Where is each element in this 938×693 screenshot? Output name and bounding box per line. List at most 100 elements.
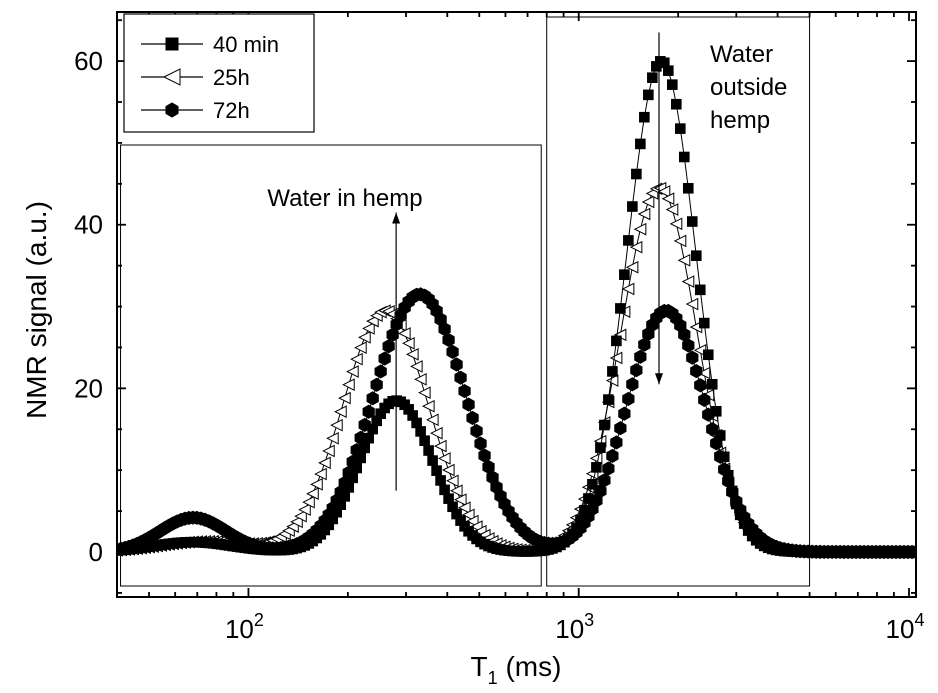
legend-item: 40 min bbox=[141, 32, 279, 57]
annotation-label: Water in hemp bbox=[267, 185, 422, 212]
data-point bbox=[318, 456, 331, 470]
data-point bbox=[602, 461, 615, 476]
data-point bbox=[702, 349, 714, 361]
data-point bbox=[366, 391, 379, 406]
data-point bbox=[322, 444, 335, 458]
data-point bbox=[631, 168, 642, 180]
data-point bbox=[598, 473, 611, 488]
data-point bbox=[442, 332, 455, 348]
data-point bbox=[618, 406, 631, 421]
y-tick-label: 60 bbox=[74, 46, 103, 76]
data-point bbox=[587, 478, 598, 490]
data-point bbox=[702, 407, 715, 422]
data-point bbox=[669, 217, 683, 231]
y-axis-title: NMR signal (a.u.) bbox=[21, 201, 52, 419]
data-point bbox=[454, 370, 467, 385]
data-point bbox=[706, 378, 718, 390]
data-point bbox=[623, 235, 634, 246]
data-point bbox=[470, 423, 483, 439]
data-point bbox=[306, 487, 319, 501]
region-box bbox=[120, 144, 542, 587]
data-point bbox=[441, 463, 455, 477]
annotation-layer: Water in hemp Water outside hemp bbox=[120, 16, 811, 587]
data-point bbox=[690, 250, 702, 261]
data-point bbox=[594, 483, 607, 499]
data-point bbox=[609, 351, 623, 365]
data-point bbox=[615, 303, 626, 314]
data-point bbox=[682, 338, 695, 353]
data-point bbox=[358, 331, 371, 344]
legend-label: 72h bbox=[213, 98, 250, 123]
data-point bbox=[595, 442, 606, 453]
data-point bbox=[433, 439, 447, 453]
data-point bbox=[466, 410, 479, 426]
data-point bbox=[414, 372, 427, 386]
data-point bbox=[410, 360, 423, 373]
x-tick-labels: 102 103 104 bbox=[225, 610, 925, 644]
data-point bbox=[334, 405, 347, 419]
data-point bbox=[421, 399, 435, 413]
data-point bbox=[638, 337, 651, 352]
data-point bbox=[625, 260, 639, 274]
data-point bbox=[427, 455, 438, 466]
data-point bbox=[350, 443, 363, 458]
data-point bbox=[633, 222, 647, 236]
data-point bbox=[635, 138, 646, 150]
data-point bbox=[406, 348, 419, 361]
arrow-head bbox=[392, 212, 401, 224]
data-point bbox=[714, 449, 727, 464]
y-tick-label: 40 bbox=[74, 210, 103, 240]
data-point bbox=[423, 445, 434, 456]
data-point bbox=[458, 383, 471, 399]
data-point bbox=[607, 366, 618, 377]
legend-marker bbox=[165, 102, 179, 118]
data-point bbox=[667, 79, 678, 90]
data-point bbox=[374, 364, 387, 379]
data-point bbox=[298, 503, 311, 516]
data-point bbox=[627, 201, 638, 212]
data-point bbox=[435, 475, 446, 486]
data-point bbox=[419, 435, 430, 447]
legend: 40 min 25h 72h bbox=[123, 13, 315, 133]
data-point bbox=[603, 394, 614, 405]
data-point bbox=[643, 89, 654, 101]
data-point bbox=[629, 240, 643, 254]
data-point bbox=[382, 339, 395, 354]
series-line bbox=[117, 60, 916, 553]
data-point bbox=[622, 391, 635, 406]
data-point bbox=[370, 377, 383, 392]
data-point bbox=[330, 418, 343, 432]
x-tick-label: 103 bbox=[555, 610, 594, 644]
data-point bbox=[681, 275, 695, 288]
legend-box bbox=[123, 13, 315, 133]
y-tick-label: 20 bbox=[74, 373, 103, 403]
data-point bbox=[678, 151, 690, 163]
data-point bbox=[665, 203, 679, 216]
data-point bbox=[362, 404, 375, 419]
data-point bbox=[611, 335, 622, 347]
data-point bbox=[326, 431, 339, 445]
data-point bbox=[606, 448, 619, 463]
x-tick-label: 104 bbox=[886, 610, 925, 644]
data-point bbox=[431, 465, 442, 476]
data-point bbox=[314, 467, 327, 481]
data-point bbox=[429, 426, 443, 440]
data-point bbox=[439, 484, 450, 496]
data-point bbox=[663, 65, 674, 76]
data-point bbox=[386, 327, 399, 342]
data-point bbox=[457, 501, 471, 515]
data-point bbox=[350, 352, 363, 366]
data-point bbox=[310, 478, 323, 491]
data-point bbox=[591, 462, 602, 473]
data-point bbox=[697, 366, 711, 380]
series-line bbox=[117, 187, 916, 553]
data-point bbox=[706, 422, 719, 437]
data-point bbox=[682, 182, 694, 194]
data-point bbox=[366, 314, 379, 328]
data-point bbox=[437, 452, 451, 465]
data-point bbox=[415, 426, 426, 437]
data-point bbox=[290, 515, 303, 529]
data-point bbox=[657, 185, 671, 198]
data-point bbox=[402, 336, 415, 350]
legend-marker bbox=[165, 37, 179, 51]
